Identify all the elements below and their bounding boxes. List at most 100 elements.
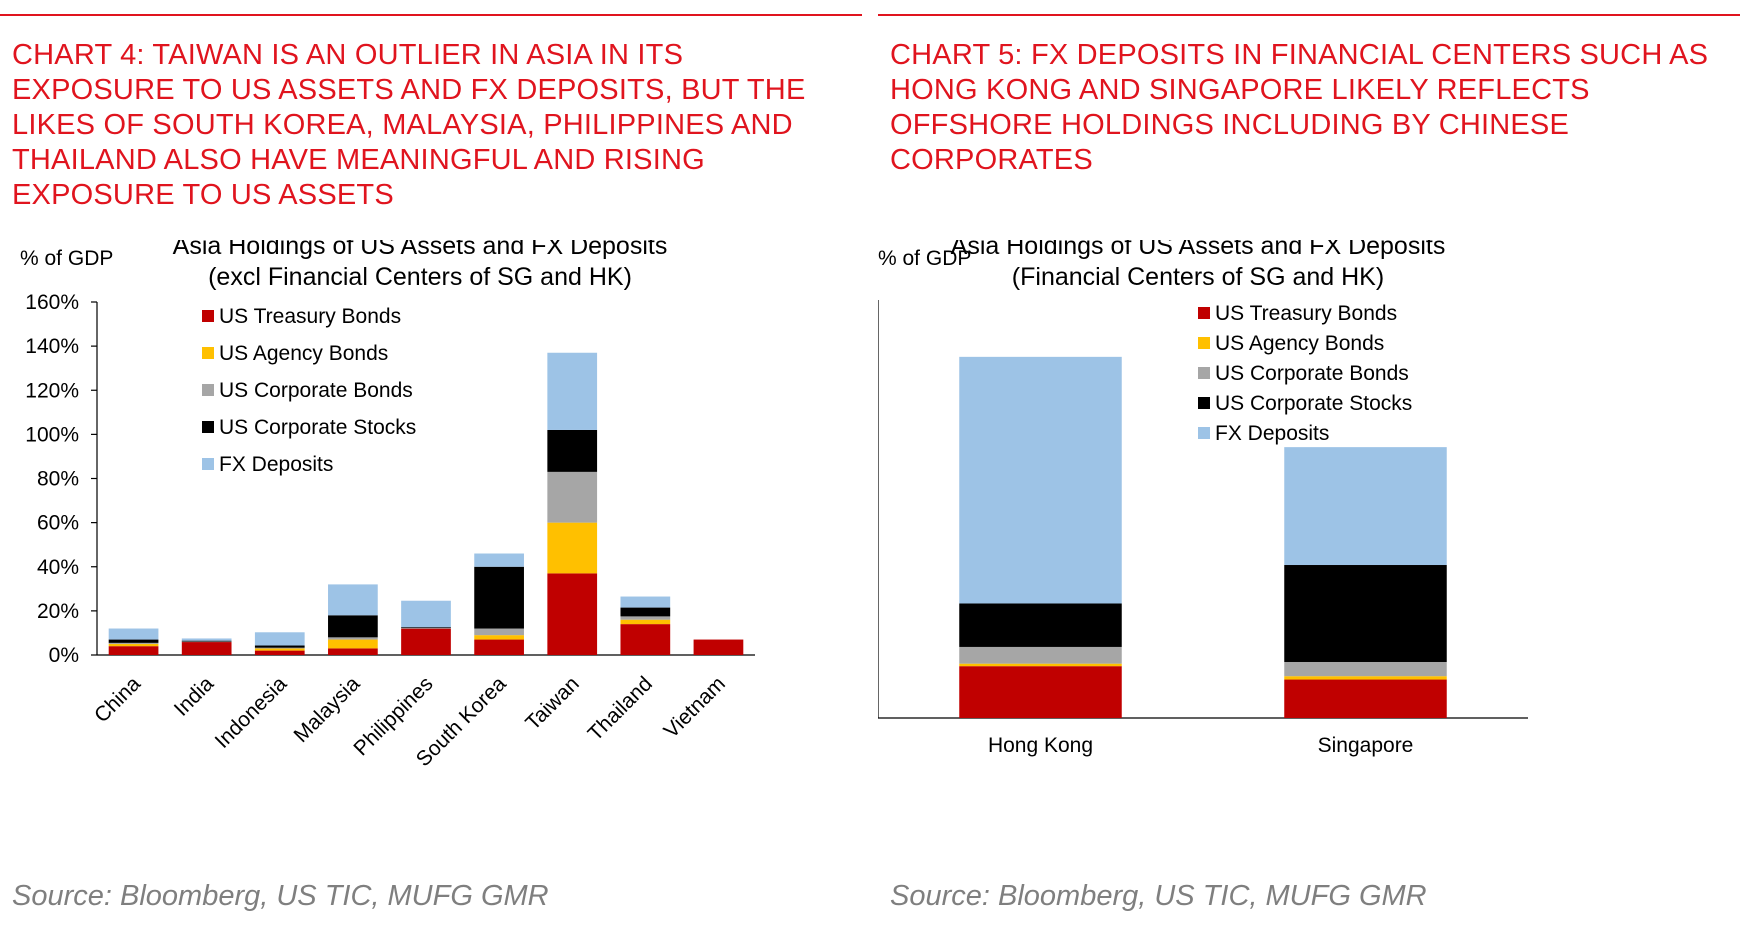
- bar-segment-us-corporate-bonds: [474, 628, 524, 636]
- chart-4-svg: % of GDP Asia Holdings of US Assets and F…: [20, 240, 755, 771]
- bar-segment-us-corporate-stocks: [328, 615, 378, 638]
- bar-segment-us-agency-bonds: [1284, 676, 1447, 680]
- bar-segment-us-corporate-stocks: [1284, 565, 1447, 662]
- legend-swatch: [1198, 367, 1210, 379]
- legend-swatch: [202, 421, 214, 433]
- bar-segment-us-corporate-stocks: [108, 639, 159, 643]
- legend-label: US Corporate Bonds: [1215, 362, 1409, 385]
- bar-segment-us-treasury-bonds: [181, 641, 232, 655]
- bar-segment-us-agency-bonds: [328, 639, 378, 649]
- chart-title-line: Asia Holdings of US Assets and FX Deposi…: [951, 240, 1446, 260]
- legend-label: US Agency Bonds: [1215, 332, 1384, 355]
- top-divider: [878, 14, 1740, 16]
- bar-segment-us-treasury-bonds: [547, 573, 598, 655]
- chart-4-source: Source: Bloomberg, US TIC, MUFG GMR: [12, 880, 549, 912]
- x-tick-label: Taiwan: [521, 672, 583, 734]
- bar-segment-fx-deposits: [328, 584, 378, 616]
- bar-segment-us-corporate-bonds: [254, 647, 305, 649]
- x-tick-label: Malaysia: [290, 672, 365, 747]
- chart-5-panel: CHART 5: FX DEPOSITS IN FINANCIAL CENTER…: [878, 0, 1740, 931]
- bar-segment-fx-deposits: [181, 638, 232, 641]
- bar-segment-us-treasury-bonds: [959, 666, 1122, 718]
- x-tick-label: Indonesia: [211, 672, 292, 753]
- y-axis-label: % of GDP: [20, 247, 113, 270]
- bar-segment-us-corporate-stocks: [620, 607, 671, 617]
- legend-label: US Agency Bonds: [219, 342, 388, 365]
- y-tick-label: 60%: [37, 512, 79, 535]
- x-tick-label: China: [90, 672, 145, 727]
- bar-segment-us-corporate-stocks: [959, 603, 1122, 647]
- x-tick-label: Hong Kong: [988, 734, 1093, 757]
- bar-segment-us-treasury-bonds: [401, 628, 451, 655]
- bar-segment-us-agency-bonds: [620, 619, 671, 625]
- bar-segment-us-corporate-bonds: [181, 641, 232, 643]
- legend-swatch: [1198, 397, 1210, 409]
- bar-segment-us-treasury-bonds: [108, 646, 159, 655]
- chart-5-source: Source: Bloomberg, US TIC, MUFG GMR: [890, 880, 1427, 912]
- bar-segment-us-agency-bonds: [254, 648, 305, 651]
- bar-segment-us-treasury-bonds: [474, 639, 524, 655]
- bar-segment-fx-deposits: [959, 356, 1122, 604]
- legend-swatch: [202, 458, 214, 470]
- y-axis-label: % of GDP: [878, 247, 971, 270]
- legend-swatch: [1198, 427, 1210, 439]
- bar-segment-us-corporate-bonds: [959, 646, 1122, 664]
- bar-segment-fx-deposits: [401, 600, 451, 628]
- legend-label: US Corporate Bonds: [219, 379, 413, 402]
- chart-title-line: Asia Holdings of US Assets and FX Deposi…: [173, 240, 668, 260]
- bar-segment-us-corporate-bonds: [108, 642, 159, 644]
- bar-segment-us-corporate-bonds: [1284, 661, 1447, 677]
- bar-segment-fx-deposits: [620, 596, 671, 608]
- y-tick-label: 160%: [25, 291, 79, 314]
- bar-segment-us-corporate-stocks: [181, 640, 232, 642]
- bar-segment-fx-deposits: [108, 628, 159, 640]
- bar-segment-fx-deposits: [254, 632, 305, 646]
- y-tick-label: 100%: [25, 423, 79, 446]
- legend-label: US Treasury Bonds: [219, 305, 401, 328]
- bar-segment-us-corporate-stocks: [254, 645, 305, 648]
- y-tick-label: 0%: [49, 644, 79, 667]
- bar-segment-us-corporate-bonds: [547, 471, 598, 523]
- bar-segment-us-corporate-bonds: [401, 627, 451, 629]
- legend-label: FX Deposits: [219, 453, 333, 476]
- x-tick-label: India: [170, 672, 219, 721]
- x-tick-label: Thailand: [584, 672, 657, 745]
- y-tick-label: 20%: [37, 600, 79, 623]
- chart-4-panel: CHART 4: TAIWAN IS AN OUTLIER IN ASIA IN…: [0, 0, 862, 931]
- chart-title-line: (Financial Centers of SG and HK): [1012, 263, 1384, 291]
- bar-segment-us-treasury-bonds: [693, 639, 744, 655]
- legend-label: US Corporate Stocks: [219, 416, 416, 439]
- chart-title-line: (excl Financial Centers of SG and HK): [208, 263, 632, 291]
- bar-segment-us-agency-bonds: [474, 635, 524, 640]
- bar-segment-fx-deposits: [547, 352, 598, 430]
- bar-segment-us-treasury-bonds: [254, 650, 305, 655]
- chart-5-heading: CHART 5: FX DEPOSITS IN FINANCIAL CENTER…: [890, 39, 1709, 176]
- x-tick-label: Singapore: [1318, 734, 1414, 757]
- bar-segment-us-agency-bonds: [547, 522, 598, 574]
- legend-label: US Treasury Bonds: [1215, 302, 1397, 325]
- legend-swatch: [1198, 337, 1210, 349]
- bar-segment-fx-deposits: [474, 553, 524, 567]
- y-tick-label: 80%: [37, 468, 79, 491]
- bar-segment-us-treasury-bonds: [328, 648, 378, 655]
- bar-segment-fx-deposits: [1284, 447, 1447, 566]
- legend-swatch: [202, 347, 214, 359]
- chart-4-heading: CHART 4: TAIWAN IS AN OUTLIER IN ASIA IN…: [12, 39, 806, 211]
- x-tick-label: Vietnam: [660, 672, 730, 742]
- top-divider: [0, 14, 862, 16]
- bar-segment-us-treasury-bonds: [620, 624, 671, 655]
- bar-segment-us-agency-bonds: [959, 663, 1122, 667]
- bar-segment-us-corporate-stocks: [547, 429, 598, 472]
- y-tick-label: 140%: [25, 335, 79, 358]
- bar-segment-us-treasury-bonds: [1284, 679, 1447, 718]
- bar-segment-us-agency-bonds: [108, 643, 159, 647]
- bar-segment-us-corporate-stocks: [401, 627, 451, 629]
- y-tick-label: 40%: [37, 556, 79, 579]
- legend-label: FX Deposits: [1215, 422, 1329, 445]
- legend-swatch: [202, 310, 214, 322]
- bar-segment-us-corporate-stocks: [474, 566, 524, 629]
- y-tick-label: 120%: [25, 379, 79, 402]
- bar-segment-us-corporate-bonds: [328, 637, 378, 640]
